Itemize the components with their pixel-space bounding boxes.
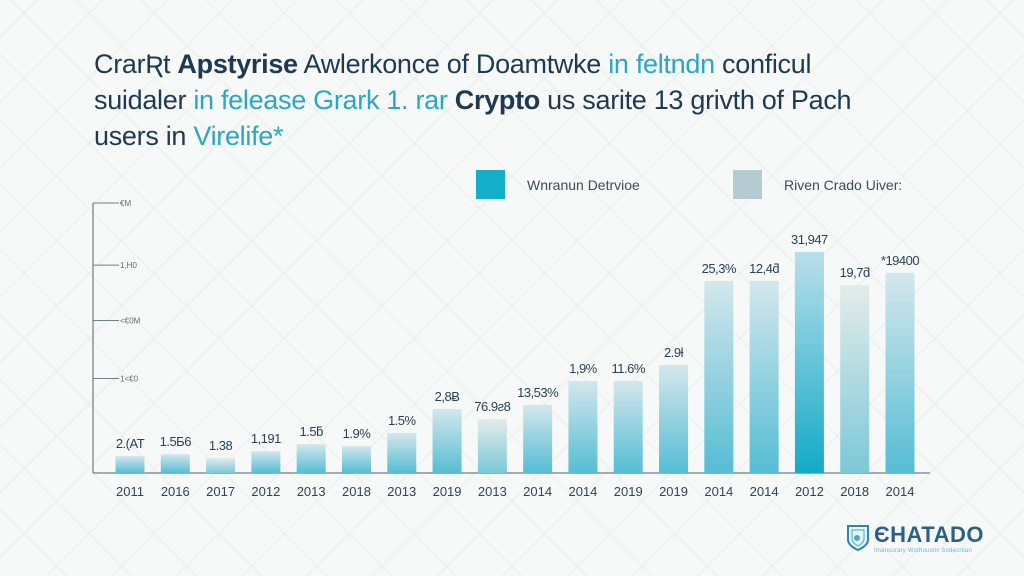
x-tick-label: 2014 (523, 484, 552, 499)
logo-tagline: Imansurary Wothoustiv Sodecrtian (874, 548, 972, 554)
bar (251, 451, 281, 473)
y-tick-label: 1,H0 (120, 261, 137, 270)
brand-logo: ЄHATADO Imansurary Wothoustiv Sodecrtian (846, 524, 984, 554)
legend-swatch-series-2 (733, 170, 762, 199)
x-tick-label: 2016 (161, 484, 190, 499)
x-tick-label: 2014 (886, 484, 915, 499)
data-label: 76.9ƨ8 (474, 399, 510, 414)
y-tick-label: 1<€0 (120, 375, 139, 384)
bar (794, 251, 824, 473)
data-label: 11.6% (612, 361, 646, 376)
x-tick-label: 2018 (840, 484, 869, 499)
title-line-1: CrarƦt Apstyrise Awlerkonce of Doamtwke … (94, 46, 914, 82)
data-label: 13,53% (517, 385, 559, 400)
data-label: 12,4ƌ (749, 261, 779, 276)
x-tick-label: 2019 (433, 484, 462, 499)
x-tick-label: 2014 (568, 484, 597, 499)
x-tick-label: 2017 (206, 484, 235, 499)
bar (341, 446, 371, 473)
bar (115, 455, 145, 473)
x-tick-label: 2012 (251, 484, 280, 499)
chart-title: CrarƦt Apstyrise Awlerkonce of Doamtwke … (94, 46, 914, 154)
data-label: 1.38 (209, 438, 233, 453)
data-label: 1.5ƃ (300, 424, 324, 439)
bar (387, 433, 417, 473)
title-segment: CrarƦt (94, 49, 178, 79)
bar (432, 409, 462, 473)
title-line-2: suidaler in felease Grark 1. rar Crypto … (94, 82, 914, 118)
legend-swatch-series-1 (476, 170, 505, 199)
x-tick-label: 2014 (750, 484, 779, 499)
data-label: 2.(AT (116, 436, 145, 451)
logo-name: ЄHATADO (874, 522, 984, 547)
data-label: 1,191 (251, 431, 281, 446)
data-label: 31,947 (791, 232, 828, 247)
bar (206, 457, 236, 473)
title-line-3: users in Virelife* (94, 118, 914, 154)
bar (613, 380, 643, 473)
data-label: 1.9% (343, 426, 372, 441)
data-label: 1,9% (569, 361, 598, 376)
bar (296, 444, 326, 473)
data-label: 2.9ƚ (664, 345, 684, 360)
x-tick-label: 2013 (297, 484, 326, 499)
bar (840, 285, 870, 473)
data-label: 2,8Ƀ (435, 389, 460, 404)
x-tick-label: 2013 (478, 484, 507, 499)
title-segment: suidaler (94, 85, 194, 115)
y-tick-label: <€0M (120, 316, 141, 325)
chart-legend: Wnranun Detrvioe Riven Crado Uiver: (0, 170, 1024, 202)
legend-item-series-2: Riven Crado Uiver: (733, 170, 902, 199)
data-label: 1.5Б6 (160, 434, 192, 449)
x-tick-label: 2019 (614, 484, 643, 499)
legend-item-series-1: Wnranun Detrvioe (476, 170, 640, 199)
bar (477, 419, 507, 473)
title-segment: users in (94, 121, 194, 151)
shield-logo-icon (847, 525, 869, 552)
bar (160, 454, 190, 473)
bar (704, 281, 734, 473)
x-tick-label: 2014 (704, 484, 733, 499)
data-label: 1.5% (388, 413, 417, 428)
title-segment: Awlerkonce of Doamtwke (297, 49, 609, 79)
legend-label-series-2: Riven Crado Uiver: (784, 176, 903, 193)
title-segment: Virelife* (193, 121, 284, 151)
data-label: 25,3% (702, 261, 737, 276)
title-segment: in felease Grark 1. rar (193, 85, 455, 115)
title-segment: us sarite 13 grivth of Pach (539, 85, 852, 115)
legend-label-series-1: Wnranun Detrvioe (527, 176, 640, 193)
title-segment: in feltndn (608, 49, 715, 79)
data-label: *19400 (881, 253, 919, 268)
bar (659, 365, 689, 473)
title-segment: Apstyrise (177, 49, 298, 79)
x-tick-label: 2011 (116, 484, 144, 499)
bar (568, 380, 598, 473)
title-segment: Crypto (454, 85, 541, 115)
x-tick-label: 2019 (659, 484, 688, 499)
x-tick-label: 2018 (342, 484, 371, 499)
title-segment: conficul (714, 49, 812, 79)
data-label: 19,7ƌ (840, 265, 870, 280)
x-tick-label: 2012 (795, 484, 824, 499)
x-tick-label: 2013 (387, 484, 416, 499)
bar (749, 281, 779, 473)
bar (523, 404, 553, 473)
y-tick-label: €M (120, 199, 131, 208)
bar (885, 272, 915, 473)
